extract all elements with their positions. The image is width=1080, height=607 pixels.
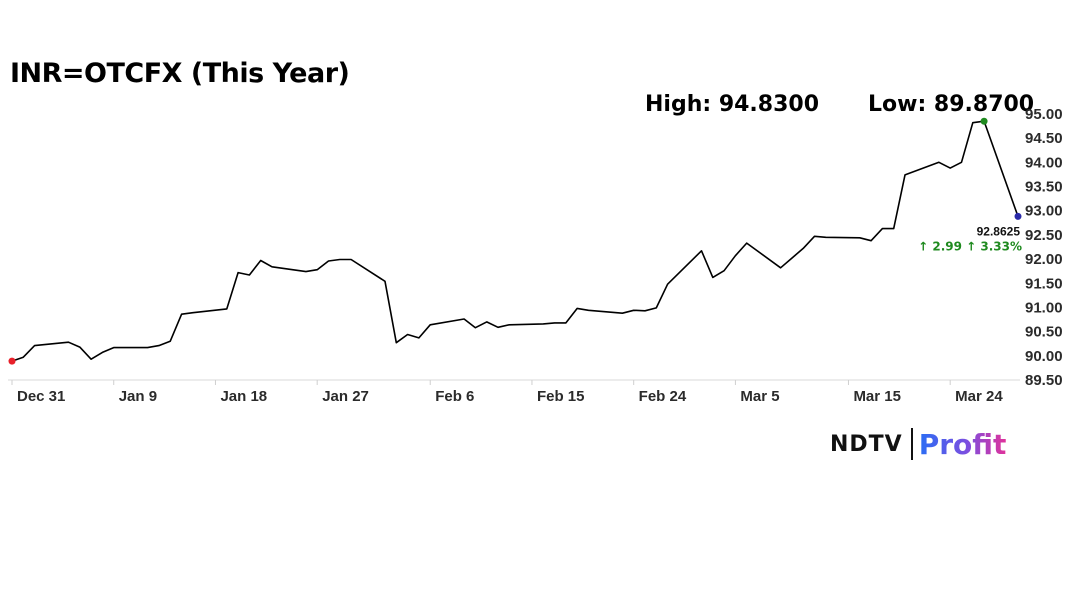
change-label: ↑ 2.99 ↑ 3.33% [918, 239, 1022, 253]
x-tick-label: Jan 27 [322, 388, 369, 405]
y-tick-label: 93.50 [1025, 179, 1063, 196]
y-tick-label: 95.00 [1025, 106, 1063, 123]
y-tick-label: 92.50 [1025, 227, 1063, 244]
y-tick-label: 92.00 [1025, 251, 1063, 268]
last-marker [1014, 212, 1022, 220]
x-tick-label: Mar 15 [853, 388, 901, 405]
y-tick-label: 89.50 [1025, 372, 1063, 389]
logo-separator [910, 428, 913, 460]
y-tick-label: 93.00 [1025, 203, 1063, 220]
chart-title: INR=OTCFX (This Year) [10, 58, 350, 89]
y-tick-label: 94.00 [1025, 154, 1063, 171]
logo-brand: NDTV [830, 431, 903, 457]
y-tick-label: 91.00 [1025, 299, 1063, 316]
x-tick-label: Feb 24 [639, 388, 687, 405]
high-marker [980, 117, 988, 125]
start-marker [8, 357, 16, 365]
y-tick-label: 90.00 [1025, 348, 1063, 365]
low-label: Low: 89.8700 [868, 92, 1035, 117]
x-tick-label: Jan 9 [119, 388, 157, 405]
x-tick-label: Feb 6 [435, 388, 474, 405]
high-label: High: 94.8300 [645, 92, 820, 117]
x-tick-label: Mar 5 [740, 388, 779, 405]
y-tick-label: 90.50 [1025, 324, 1063, 341]
last-value-label: 92.8625 [977, 224, 1021, 238]
y-tick-label: 91.50 [1025, 275, 1063, 292]
x-tick-label: Jan 18 [220, 388, 267, 405]
x-tick-label: Feb 15 [537, 388, 585, 405]
y-tick-label: 94.50 [1025, 130, 1063, 147]
ndtv-profit-logo: NDTV Profit [830, 426, 1006, 462]
x-tick-label: Dec 31 [17, 388, 65, 405]
logo-product: Profit [918, 427, 1007, 461]
x-tick-label: Mar 24 [955, 388, 1003, 405]
series-line [11, 120, 1019, 362]
